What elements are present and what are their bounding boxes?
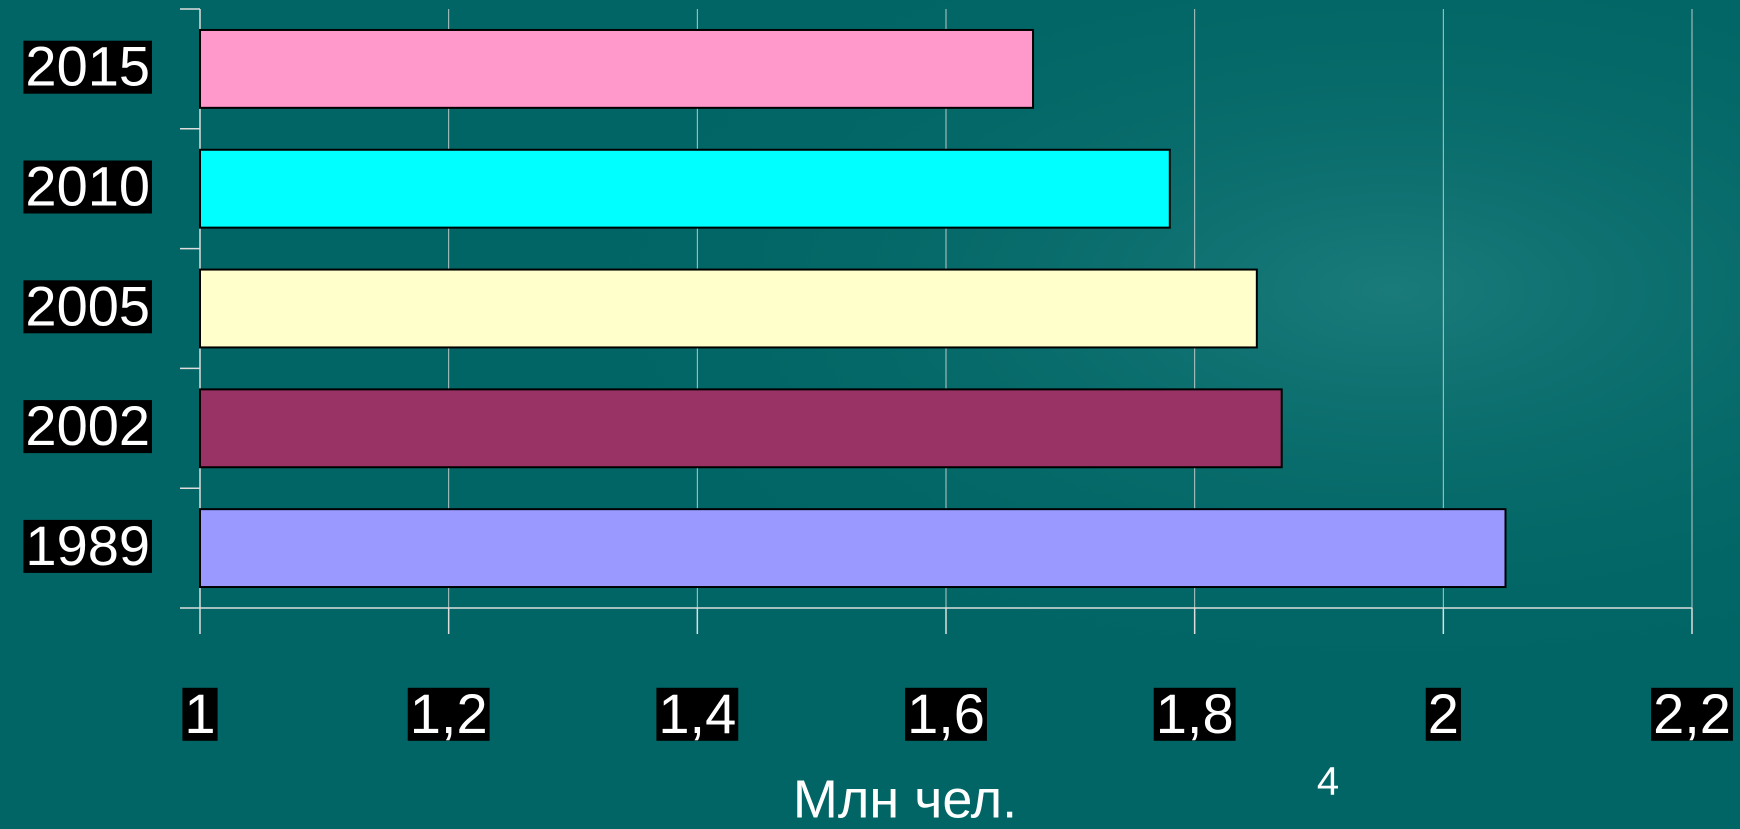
x-tick-label-bg bbox=[182, 687, 218, 741]
x-tick-label-bg bbox=[1651, 687, 1733, 741]
bar bbox=[199, 148, 1171, 229]
x-tick-label: 1,8 bbox=[1156, 682, 1234, 745]
y-tick-label-bg bbox=[23, 160, 152, 214]
y-tick-label-bg bbox=[23, 519, 152, 573]
y-tick-label: 2010 bbox=[25, 154, 150, 217]
y-tick-label: 2005 bbox=[25, 274, 150, 337]
x-tick-label-bg bbox=[905, 687, 987, 741]
x-tick-label-bg bbox=[656, 687, 739, 741]
x-tick-label: 1,2 bbox=[410, 682, 488, 745]
bar bbox=[199, 268, 1258, 349]
x-axis-label: Млн чел. bbox=[793, 769, 1017, 829]
x-tick-label-bg bbox=[1153, 687, 1236, 741]
y-tick-label-bg bbox=[23, 40, 152, 94]
x-tick-label: 1,4 bbox=[658, 682, 736, 745]
y-tick-label: 2002 bbox=[25, 394, 150, 457]
slide-number: 4 bbox=[1317, 760, 1339, 804]
x-tick-label: 2,2 bbox=[1653, 682, 1731, 745]
y-tick-label: 1989 bbox=[25, 514, 150, 577]
x-tick-label: 2 bbox=[1428, 682, 1459, 745]
y-tick-label-bg bbox=[23, 280, 152, 334]
x-tick-label: 1,6 bbox=[907, 682, 985, 745]
x-tick-label-bg bbox=[407, 687, 490, 741]
bar bbox=[199, 508, 1507, 589]
bar bbox=[199, 28, 1035, 109]
bar bbox=[199, 388, 1283, 469]
x-tick-label-bg bbox=[1425, 687, 1461, 741]
x-tick-label: 1 bbox=[184, 682, 215, 745]
y-tick-label-bg bbox=[23, 400, 152, 454]
y-tick-label: 2015 bbox=[25, 35, 150, 98]
